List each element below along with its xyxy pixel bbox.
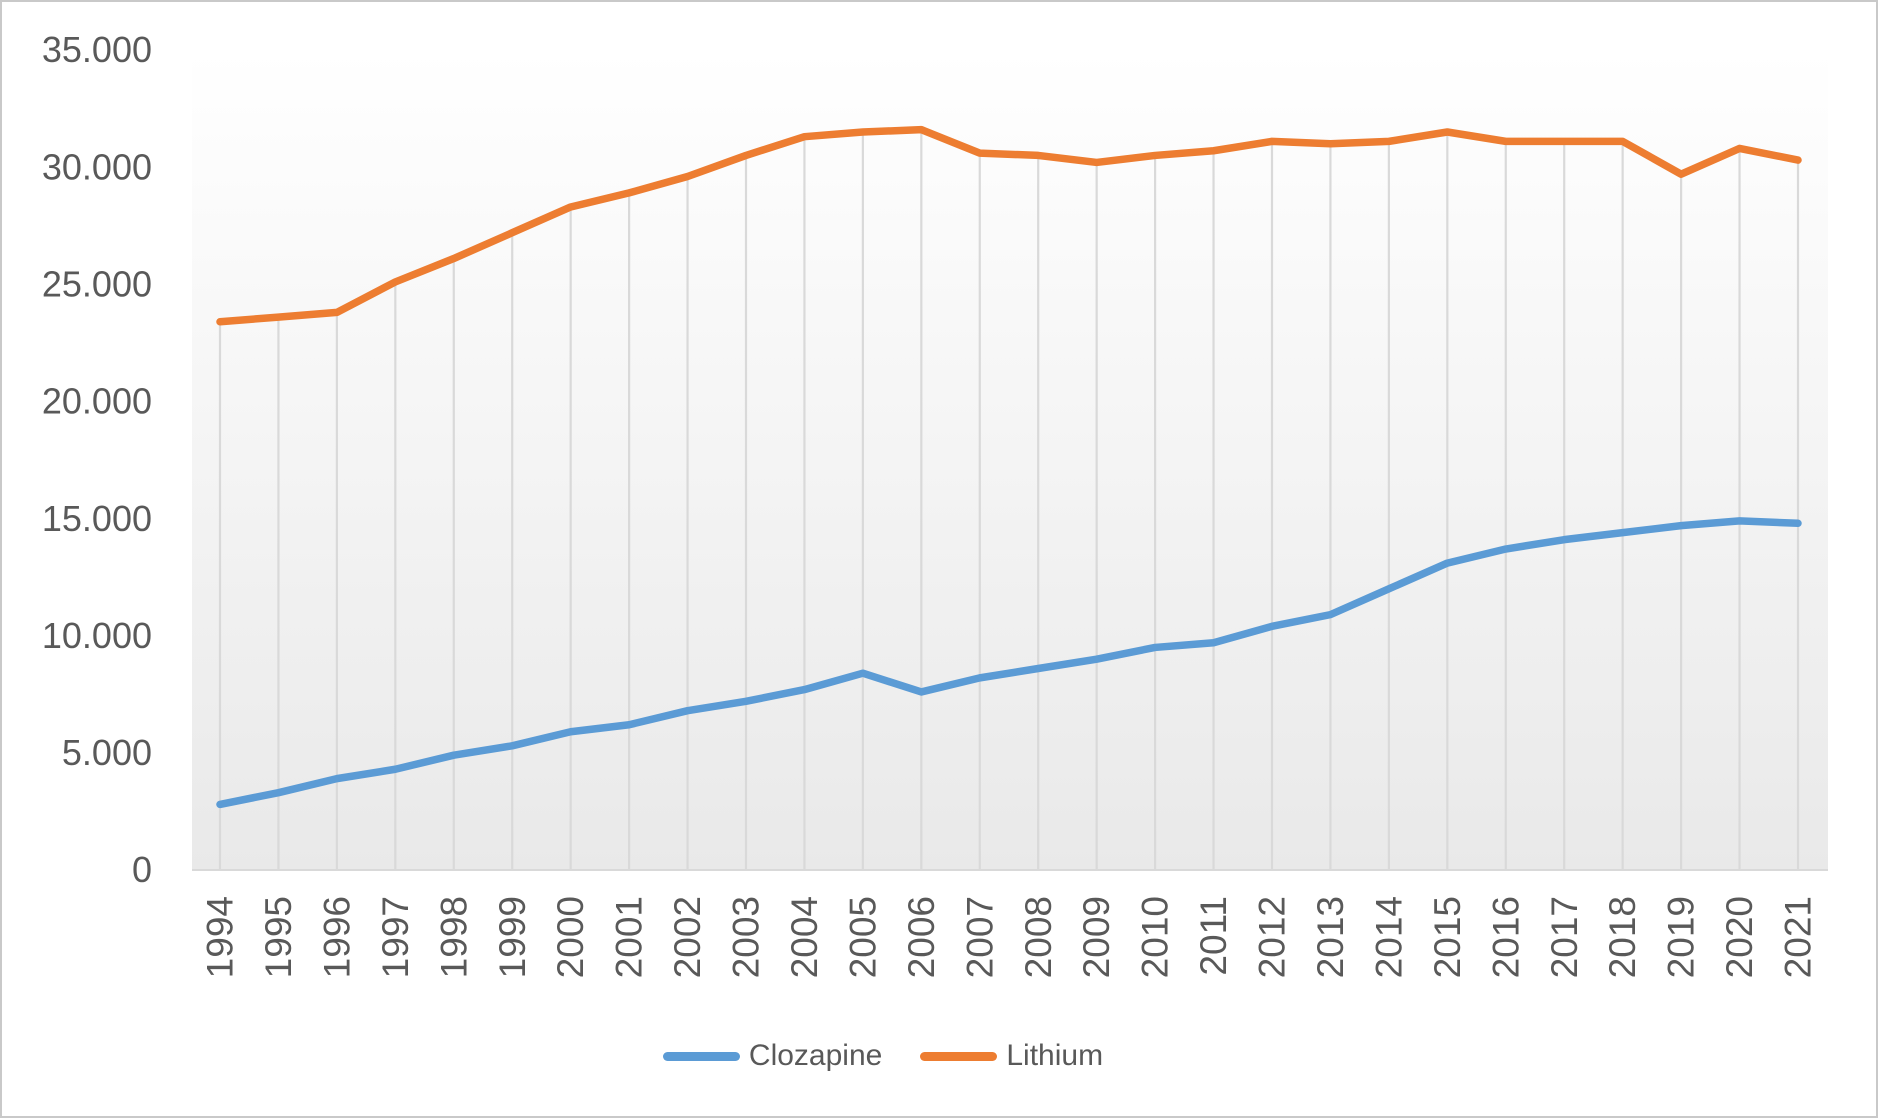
- y-tick-label: 35.000: [42, 29, 152, 70]
- y-tick-label: 0: [132, 849, 152, 890]
- lithium-line: [216, 125, 1802, 326]
- y-tick-label: 30.000: [42, 146, 152, 187]
- x-tick-label: 2007: [959, 896, 1000, 978]
- y-tick-label: 15.000: [42, 498, 152, 539]
- x-tick-label: 2014: [1368, 896, 1409, 978]
- x-tick-label: 2011: [1193, 896, 1234, 976]
- legend-label-clozapine: Clozapine: [748, 1039, 883, 1072]
- y-tick-label: 10.000: [42, 615, 152, 656]
- x-tick-label: 1998: [433, 896, 474, 978]
- x-tick-label: 2009: [1076, 896, 1117, 978]
- x-tick-label: 2016: [1485, 896, 1526, 978]
- x-tick-label: 2005: [842, 896, 883, 978]
- x-tick-label: 2006: [901, 896, 942, 978]
- x-tick-label: 2020: [1719, 896, 1760, 978]
- x-tick-label: 2017: [1544, 896, 1585, 978]
- x-tick-label: 2003: [726, 896, 767, 978]
- y-tick-label: 20.000: [42, 381, 152, 422]
- x-tick-label: 1996: [316, 896, 357, 978]
- legend: Clozapine Lithium: [0, 1030, 1822, 1082]
- legend-item-clozapine[interactable]: Clozapine: [662, 1039, 883, 1072]
- x-tick-label: 2010: [1135, 896, 1176, 978]
- x-tick-label: 2013: [1310, 896, 1351, 978]
- x-tick-label: 2018: [1602, 896, 1643, 978]
- x-tick-label: 2021: [1778, 896, 1819, 978]
- x-tick-label: 2004: [784, 896, 825, 978]
- x-tick-label: 1997: [375, 896, 416, 978]
- x-tick-label: 2000: [550, 896, 591, 978]
- x-tick-label: 1999: [492, 896, 533, 978]
- legend-item-lithium[interactable]: Lithium: [920, 1041, 1103, 1071]
- x-tick-label: 2002: [667, 896, 708, 978]
- y-tick-label: 5.000: [62, 732, 152, 773]
- x-tick-label: 2001: [609, 896, 650, 978]
- legend-label-lithium: Lithium: [1006, 1039, 1104, 1072]
- x-tick-label: 1994: [200, 896, 241, 978]
- y-tick-label: 25.000: [42, 264, 152, 305]
- legend-swatch-lithium: [920, 1051, 998, 1061]
- x-tick-label: 2019: [1661, 896, 1702, 978]
- x-tick-label: 1995: [258, 896, 299, 978]
- x-tick-label: 2008: [1018, 896, 1059, 978]
- clozapine-line: [216, 517, 1802, 809]
- legend-swatch-clozapine: [662, 1051, 740, 1061]
- plot-area: [192, 50, 1828, 870]
- x-tick-label: 2015: [1427, 896, 1468, 978]
- x-tick-label: 2012: [1252, 896, 1293, 978]
